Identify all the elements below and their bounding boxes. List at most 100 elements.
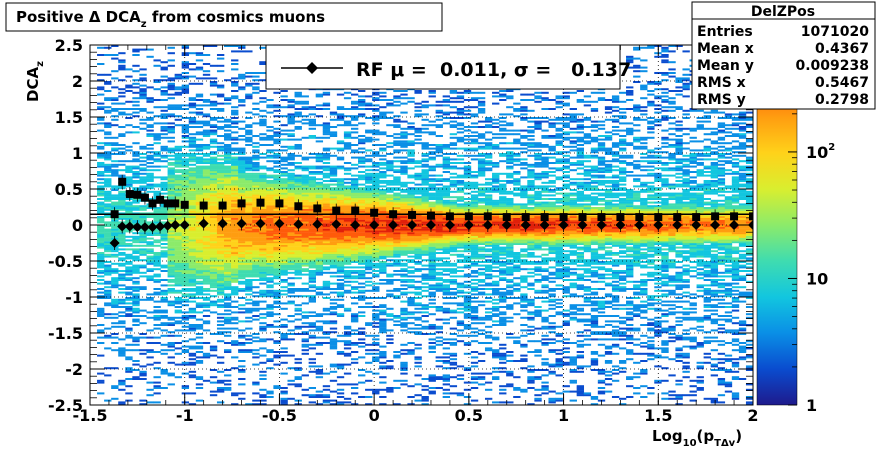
mean-point-29 <box>559 213 568 222</box>
rf-point-0 <box>109 238 120 248</box>
rf-point-28 <box>539 220 550 230</box>
mean-point-10 <box>199 201 208 210</box>
rf-point-25 <box>482 220 493 230</box>
axes: -1.5 -1 -0.5 0 0.5 1 1.5 2 -2.5 -2 -1.5 -1 -0.5 0 0.5 1… <box>48 36 759 425</box>
y-tick-label-7: 1 <box>72 144 83 163</box>
x-tick-label-2: -0.5 <box>262 406 297 425</box>
mean-point-23 <box>445 212 454 221</box>
mean-point-13 <box>256 198 265 207</box>
mean-point-22 <box>426 211 435 220</box>
rf-point-32 <box>615 220 626 230</box>
mean-point-38 <box>730 212 739 221</box>
rf-point-9 <box>179 220 190 230</box>
mean-point-0 <box>110 210 119 219</box>
rf-point-33 <box>634 220 645 230</box>
rf-point-8 <box>170 220 181 230</box>
stats-row-value-0: 1071020 <box>801 24 869 40</box>
rf-point-37 <box>710 220 721 230</box>
title-tail: from cosmics muons <box>147 8 326 26</box>
y-tick-label-0: -2.5 <box>48 396 83 415</box>
colorbar-tick-label-0: 1 <box>806 396 817 415</box>
rf-point-34 <box>653 220 664 230</box>
mean-point-26 <box>502 213 511 222</box>
mean-point-16 <box>313 204 322 213</box>
legend-diamond-marker <box>306 62 318 74</box>
rf-point-38 <box>729 220 740 230</box>
title-text: Positive Δ DCA <box>16 8 141 26</box>
rf-point-7 <box>162 220 173 231</box>
rf-point-31 <box>596 220 607 230</box>
stats-row-label-1: Mean x <box>697 41 754 57</box>
mean-point-32 <box>616 213 625 222</box>
y-tick-label-2: -1.5 <box>48 324 83 343</box>
mean-point-35 <box>673 213 682 222</box>
mean-point-20 <box>389 210 398 219</box>
stats-row-label-0: Entries <box>697 24 753 40</box>
y-tick-label-9: 2 <box>72 72 83 91</box>
mean-point-6 <box>156 195 165 204</box>
mean-point-21 <box>408 210 417 219</box>
mean-point-9 <box>180 200 189 209</box>
rf-point-23 <box>444 220 455 230</box>
profile-markers <box>90 174 753 250</box>
y-tick-label-6: 0.5 <box>55 180 83 199</box>
rf-point-11 <box>217 218 228 229</box>
rf-point-30 <box>577 220 588 230</box>
mean-point-4 <box>140 193 149 202</box>
mean-point-2 <box>125 190 134 199</box>
rf-point-18 <box>350 220 361 230</box>
rf-point-2 <box>124 221 135 232</box>
legend: RF μ = 0.011, σ = 0.137 <box>265 44 631 90</box>
rf-point-29 <box>558 220 569 230</box>
rf-point-26 <box>501 220 512 230</box>
title-box: Positive Δ DCAz from cosmics muons <box>5 2 443 32</box>
rf-point-35 <box>672 220 683 230</box>
x-tick-label-7: 2 <box>747 406 758 425</box>
mean-point-14 <box>275 199 284 208</box>
x-tick-label-5: 1 <box>558 406 569 425</box>
mean-point-18 <box>351 206 360 215</box>
mean-point-11 <box>218 201 227 210</box>
rf-point-3 <box>132 222 143 233</box>
legend-entry: RF μ = 0.011, σ = 0.137 <box>356 59 631 81</box>
colorbar-tick-label-1: 10 <box>806 269 828 288</box>
stats-row-label-2: Mean y <box>697 58 754 74</box>
x-tick-label-4: 0.5 <box>455 406 483 425</box>
rf-point-6 <box>155 221 166 232</box>
mean-point-8 <box>171 199 180 208</box>
stats-row-label-4: RMS y <box>697 92 746 108</box>
mean-point-19 <box>370 208 379 217</box>
mean-point-33 <box>635 213 644 222</box>
mean-point-31 <box>597 213 606 222</box>
y-tick-label-8: 1.5 <box>55 108 83 127</box>
rf-point-16 <box>312 219 323 230</box>
mean-point-37 <box>711 212 720 221</box>
mean-point-1 <box>118 177 127 186</box>
mean-point-5 <box>148 199 157 208</box>
rf-point-27 <box>520 220 531 230</box>
mean-point-12 <box>237 199 246 208</box>
y-tick-label-4: -0.5 <box>48 252 83 271</box>
rf-point-5 <box>147 222 158 233</box>
rf-point-12 <box>236 218 247 229</box>
y-axis-label: DCAz <box>24 61 46 102</box>
y-tick-label-1: -2 <box>65 360 83 379</box>
title-subscript: z <box>141 19 147 30</box>
rf-point-17 <box>331 219 342 230</box>
stats-row-value-1: 0.4367 <box>815 41 869 57</box>
rf-point-15 <box>293 219 304 230</box>
y-tick-label-5: 0 <box>72 216 83 235</box>
rf-point-22 <box>425 220 436 230</box>
mean-point-15 <box>294 202 303 211</box>
rf-point-19 <box>369 220 380 230</box>
rf-point-24 <box>463 220 474 230</box>
rf-point-4 <box>139 222 150 233</box>
svg-text:Positive Δ DCAz from cosmics m: Positive Δ DCAz from cosmics muons <box>16 8 325 30</box>
y-tick-label-10: 2.5 <box>55 36 83 55</box>
mean-point-36 <box>692 213 701 222</box>
mean-point-28 <box>540 213 549 222</box>
x-axis-label: Log10(pTΔv) <box>652 427 742 449</box>
mean-point-24 <box>464 212 473 221</box>
x-tick-label-1: -1 <box>176 406 194 425</box>
x-tick-label-0: -1.5 <box>73 406 108 425</box>
